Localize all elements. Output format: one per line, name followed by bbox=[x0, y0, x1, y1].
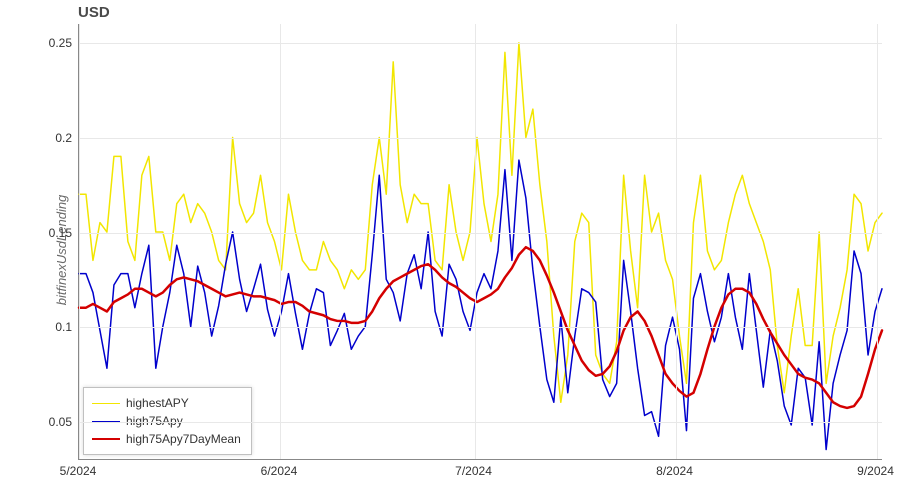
y-tick-label: 0.1 bbox=[32, 320, 72, 334]
y-tick-label: 0.25 bbox=[32, 36, 72, 50]
gridline-v bbox=[475, 24, 476, 459]
plot-area: highestAPY high75Apy high75Apy7DayMean bbox=[78, 24, 882, 460]
x-tick-label: 5/2024 bbox=[60, 464, 97, 478]
gridline-h bbox=[79, 327, 882, 328]
gridline-v bbox=[79, 24, 80, 459]
legend-label: high75Apy7DayMean bbox=[126, 432, 241, 446]
chart-title: USD bbox=[78, 4, 110, 21]
legend: highestAPY high75Apy high75Apy7DayMean bbox=[83, 387, 252, 455]
x-tick-label: 9/2024 bbox=[857, 464, 894, 478]
y-axis-label: bitfinexUsdLending bbox=[54, 195, 69, 306]
gridline-v bbox=[877, 24, 878, 459]
gridline-h bbox=[79, 43, 882, 44]
series-highestAPY bbox=[79, 43, 882, 402]
legend-label: highestAPY bbox=[126, 396, 189, 410]
legend-label: high75Apy bbox=[126, 414, 183, 428]
x-tick-label: 8/2024 bbox=[656, 464, 693, 478]
legend-item: high75Apy7DayMean bbox=[92, 430, 241, 448]
gridline-h bbox=[79, 422, 882, 423]
gridline-h bbox=[79, 233, 882, 234]
legend-item: high75Apy bbox=[92, 412, 241, 430]
chart-container: USD bitfinexUsdLending highestAPY high75A… bbox=[0, 0, 900, 500]
gridline-v bbox=[676, 24, 677, 459]
legend-item: highestAPY bbox=[92, 394, 241, 412]
gridline-h bbox=[79, 138, 882, 139]
x-tick-label: 7/2024 bbox=[455, 464, 492, 478]
legend-swatch bbox=[92, 403, 120, 404]
y-tick-label: 0.15 bbox=[32, 226, 72, 240]
x-tick-label: 6/2024 bbox=[261, 464, 298, 478]
gridline-v bbox=[280, 24, 281, 459]
y-tick-label: 0.05 bbox=[32, 415, 72, 429]
legend-swatch bbox=[92, 438, 120, 440]
y-tick-label: 0.2 bbox=[32, 131, 72, 145]
